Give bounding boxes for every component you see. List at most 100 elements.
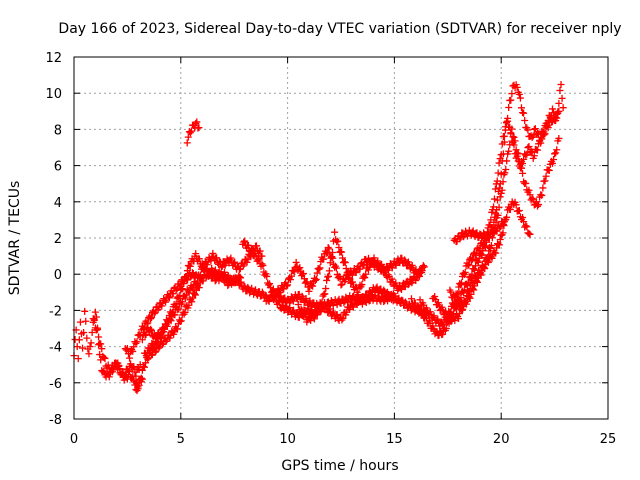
data-point	[188, 269, 196, 277]
data-point	[503, 157, 511, 165]
data-point	[313, 309, 321, 317]
data-point	[358, 281, 366, 289]
x-tick-label: 20	[493, 432, 510, 447]
data-point	[470, 286, 478, 294]
data-point	[473, 278, 481, 286]
data-point	[188, 298, 196, 306]
data-point	[298, 307, 306, 315]
data-point	[495, 241, 503, 249]
data-point	[324, 272, 332, 280]
data-point	[510, 133, 518, 141]
data-point	[157, 333, 165, 341]
data-point	[426, 308, 434, 316]
data-point	[509, 133, 517, 141]
data-point	[485, 232, 493, 240]
data-point	[184, 133, 192, 141]
data-point	[529, 132, 537, 140]
data-point	[79, 344, 87, 352]
data-point	[513, 149, 521, 157]
data-point	[328, 248, 336, 256]
data-point	[474, 258, 482, 266]
series-track	[140, 250, 245, 360]
data-point	[161, 325, 169, 333]
data-point	[471, 282, 479, 290]
data-point	[323, 276, 331, 284]
data-point	[553, 146, 561, 154]
data-point	[240, 238, 248, 246]
data-point	[378, 260, 386, 268]
data-point	[181, 308, 189, 316]
data-point	[180, 280, 188, 288]
data-point	[472, 250, 480, 258]
data-point	[387, 290, 395, 298]
data-point	[503, 118, 511, 126]
plot-frame	[73, 56, 609, 420]
data-point	[528, 133, 536, 141]
data-point	[507, 96, 515, 104]
data-point	[525, 142, 533, 150]
data-point	[451, 317, 459, 325]
data-point	[506, 141, 514, 149]
series-track	[89, 315, 144, 380]
data-point	[95, 333, 103, 341]
data-point	[498, 140, 506, 148]
data-point	[360, 296, 368, 304]
data-point	[173, 325, 181, 333]
data-point	[230, 259, 238, 267]
data-point	[318, 298, 326, 306]
data-point	[175, 295, 183, 303]
data-point	[286, 276, 294, 284]
data-point	[73, 343, 81, 351]
data-point	[354, 291, 362, 299]
data-point	[81, 307, 89, 315]
data-point	[299, 270, 307, 278]
data-point	[401, 256, 409, 264]
data-point	[530, 152, 538, 160]
data-point	[322, 285, 330, 293]
data-point	[430, 312, 438, 320]
y-tick-label: 8	[54, 123, 62, 138]
data-point	[349, 303, 357, 311]
data-point	[494, 211, 502, 219]
x-tick-label: 5	[177, 432, 185, 447]
data-point	[271, 293, 279, 301]
data-point	[340, 299, 348, 307]
data-point	[312, 275, 320, 283]
data-point	[286, 304, 294, 312]
data-point	[381, 266, 389, 274]
data-point	[176, 318, 184, 326]
data-point	[321, 290, 329, 298]
data-point	[151, 348, 159, 356]
data-point	[508, 125, 516, 133]
data-point	[388, 264, 396, 272]
data-point	[512, 146, 520, 154]
data-point	[158, 340, 166, 348]
data-point	[487, 216, 495, 224]
data-point	[555, 107, 563, 115]
data-point	[542, 172, 550, 180]
y-tick-label: 10	[45, 87, 62, 102]
data-point	[556, 87, 564, 95]
data-point	[292, 310, 300, 318]
data-point	[283, 282, 291, 290]
data-point	[292, 258, 300, 266]
data-point	[499, 229, 507, 237]
data-point	[501, 216, 509, 224]
data-point	[123, 344, 131, 352]
data-point	[237, 274, 245, 282]
data-point	[308, 281, 316, 289]
data-point	[461, 268, 469, 276]
data-point	[490, 195, 498, 203]
data-point	[121, 371, 129, 379]
data-point	[183, 139, 191, 147]
data-point	[364, 266, 372, 274]
data-point	[495, 203, 503, 211]
data-point	[442, 324, 450, 332]
data-point	[541, 177, 549, 185]
data-point	[175, 305, 183, 313]
data-point	[203, 265, 211, 273]
data-point	[263, 272, 271, 280]
data-point	[146, 346, 154, 354]
data-point	[144, 355, 152, 363]
data-point	[538, 135, 546, 143]
